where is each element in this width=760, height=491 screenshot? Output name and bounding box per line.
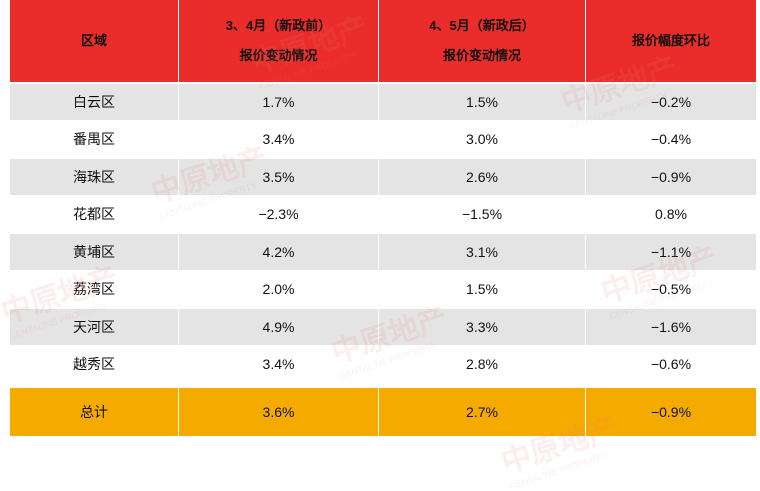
- total-cell: 2.7%: [379, 388, 585, 436]
- table-cell: 4.9%: [179, 309, 378, 345]
- header-text: 报价幅度环比: [631, 33, 710, 48]
- table-cell: 海珠区: [10, 159, 178, 195]
- header-text: 4、5月（新政后）: [429, 18, 535, 33]
- table-cell: 花都区: [10, 196, 178, 232]
- table-cell: 1.5%: [379, 271, 585, 307]
- header-cell: 4、5月（新政后） 报价变动情况: [379, 0, 585, 82]
- table-cell: 2.8%: [379, 346, 585, 382]
- table-cell: 3.4%: [179, 346, 378, 382]
- total-cell: 总计: [10, 388, 178, 436]
- table-cell: −2.3%: [179, 196, 378, 232]
- header-text: 报价变动情况: [239, 48, 318, 63]
- total-cell: −0.9%: [586, 388, 756, 436]
- table-cell: 荔湾区: [10, 271, 178, 307]
- table-cell: 白云区: [10, 84, 178, 120]
- table-cell: 1.5%: [379, 84, 585, 120]
- table-cell: −0.9%: [586, 159, 756, 195]
- table-cell: 3.0%: [379, 121, 585, 157]
- table-cell: 天河区: [10, 309, 178, 345]
- header-cell: 区域: [10, 0, 178, 82]
- header-text: 区域: [80, 33, 107, 48]
- table-cell: 3.5%: [179, 159, 378, 195]
- table-cell: 2.0%: [179, 271, 378, 307]
- table-cell: 0.8%: [586, 196, 756, 232]
- total-cell: 3.6%: [179, 388, 378, 436]
- table-cell: −1.6%: [586, 309, 756, 345]
- table-cell: 3.1%: [379, 234, 585, 270]
- table-cell: 番禺区: [10, 121, 178, 157]
- table-cell: 2.6%: [379, 159, 585, 195]
- header-text: 报价变动情况: [442, 48, 521, 63]
- table-cell: −1.5%: [379, 196, 585, 232]
- table-cell: −0.6%: [586, 346, 756, 382]
- table-cell: 3.3%: [379, 309, 585, 345]
- table-cell: 4.2%: [179, 234, 378, 270]
- header-text: 3、4月（新政前）: [225, 18, 332, 33]
- table-cell: 3.4%: [179, 121, 378, 157]
- table-cell: −0.2%: [586, 84, 756, 120]
- header-cell: 报价幅度环比: [586, 0, 756, 82]
- header-cell: 3、4月（新政前） 报价变动情况: [179, 0, 378, 82]
- table-cell: −0.4%: [586, 121, 756, 157]
- watermark-text: CENTALINE PROPERTY: [508, 450, 609, 491]
- table-cell: 1.7%: [179, 84, 378, 120]
- table-cell: −0.5%: [586, 271, 756, 307]
- table-cell: 黄埔区: [10, 234, 178, 270]
- table-cell: −1.1%: [586, 234, 756, 270]
- table-cell: 越秀区: [10, 346, 178, 382]
